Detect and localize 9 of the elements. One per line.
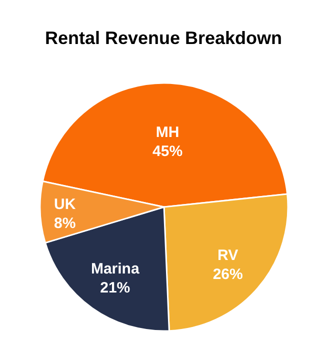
data-label: 21% (100, 280, 130, 297)
slice-label: Marina (90, 260, 140, 278)
data-label: 8% (54, 215, 76, 232)
chart-title: Rental Revenue Breakdown (44, 28, 284, 49)
slice-label: MH (156, 124, 180, 141)
slice-label: UK (54, 196, 76, 214)
data-label: 45% (152, 142, 183, 160)
data-label: 26% (212, 266, 243, 284)
slice-label: RV (218, 247, 238, 264)
